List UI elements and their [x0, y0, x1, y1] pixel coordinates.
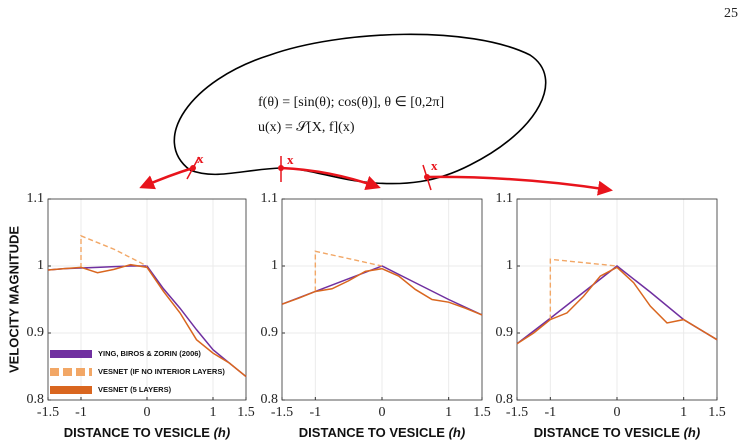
x-tick-label: -1: [75, 405, 87, 420]
arrow: [280, 166, 381, 191]
y-tick-label: 1: [37, 258, 44, 273]
y-tick-label: 1.1: [27, 191, 45, 206]
arrow: [426, 175, 613, 196]
point-label: x: [431, 158, 438, 173]
y-tick-label: 0.9: [27, 325, 45, 340]
x-axis-label-unit: (h): [684, 425, 701, 440]
diagram: f(θ) = [sin(θ); cos(θ)], θ ∈ [0,2π] u(x)…: [139, 33, 613, 196]
series-line: [516, 266, 718, 345]
x-tick-label: -1: [309, 405, 321, 420]
x-axis-label: DISTANCE TO VESICLE (h): [64, 425, 230, 440]
x-axis-label-text: DISTANCE TO VESICLE: [64, 425, 210, 440]
x-tick-label: 1: [680, 405, 687, 420]
y-axis-label: VELOCITY MAGNITUDE: [6, 226, 21, 373]
x-tick-label: -1.5: [37, 405, 59, 420]
series-line: [314, 250, 383, 292]
equation: u(x) = 𝒮[X, f](x): [258, 120, 355, 135]
x-tick-label: 1: [445, 405, 452, 420]
x-tick-label: 1.5: [708, 405, 726, 420]
x-axis-label-unit: (h): [449, 425, 466, 440]
x-axis-label-text: DISTANCE TO VESICLE: [534, 425, 680, 440]
axes-frame: [516, 198, 718, 401]
y-tick-label: 1: [506, 258, 513, 273]
x-axis-label-text: DISTANCE TO VESICLE: [299, 425, 445, 440]
x-tick-label: 0: [614, 405, 621, 420]
x-axis-label-unit: (h): [214, 425, 231, 440]
series-line: [80, 234, 148, 269]
equation: f(θ) = [sin(θ); cos(θ)], θ ∈ [0,2π]: [258, 95, 444, 110]
y-tick-label: 1: [271, 258, 278, 273]
x-tick-label: 0: [379, 405, 386, 420]
point-label: x: [197, 151, 204, 166]
arrow: [139, 166, 194, 190]
series-line: [281, 267, 483, 316]
legend-label: YING, BIROS & ZORIN (2006): [98, 349, 201, 358]
x-tick-label: -1.5: [506, 405, 528, 420]
point: [190, 165, 196, 171]
x-axis-label: DISTANCE TO VESICLE (h): [534, 425, 700, 440]
legend-label: VESNET (IF NO INTERIOR LAYERS): [98, 367, 225, 376]
y-tick-label: 0.8: [261, 392, 279, 407]
page-number: 25: [724, 6, 738, 21]
y-tick-label: 0.9: [261, 325, 279, 340]
y-tick-label: 0.8: [496, 392, 514, 407]
x-tick-label: 1.5: [237, 405, 255, 420]
point: [424, 174, 430, 180]
y-tick-label: 0.9: [496, 325, 514, 340]
y-tick-label: 1.1: [496, 191, 514, 206]
y-tick-label: 1.1: [261, 191, 279, 206]
axes-frame: [47, 198, 247, 401]
axes-frame: [281, 198, 483, 401]
x-tick-label: 1.5: [473, 405, 491, 420]
point: [278, 165, 284, 171]
series-line: [47, 263, 247, 378]
x-tick-label: 1: [210, 405, 217, 420]
x-axis-label: DISTANCE TO VESICLE (h): [299, 425, 465, 440]
x-tick-label: -1: [544, 405, 556, 420]
y-tick-label: 0.8: [27, 392, 45, 407]
legend-label: VESNET (5 LAYERS): [98, 385, 172, 394]
x-tick-label: -1.5: [271, 405, 293, 420]
point-label: x: [287, 152, 294, 167]
x-tick-label: 0: [144, 405, 151, 420]
series-line: [549, 258, 618, 320]
